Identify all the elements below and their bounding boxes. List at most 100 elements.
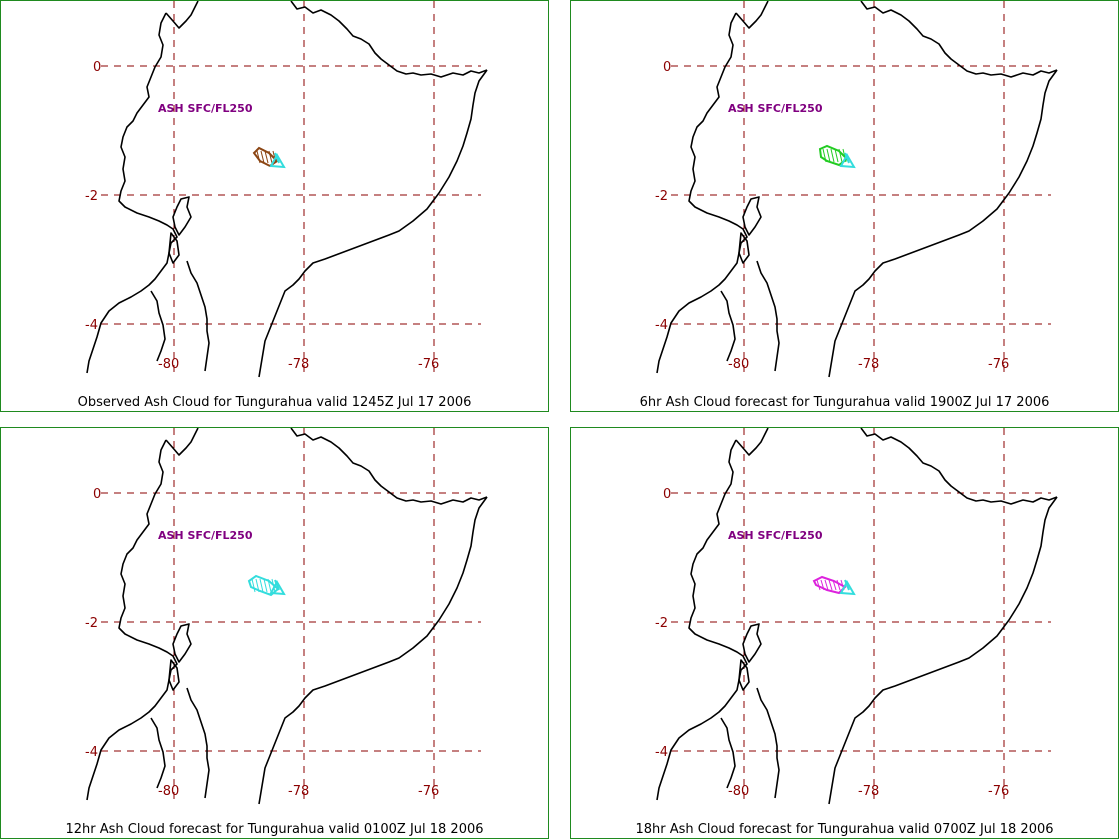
- lat-tick-label: 0: [93, 487, 101, 502]
- lon-tick-label: -78: [858, 357, 879, 372]
- map-panel-observed: 0 -2 -4 -80 -78 -76 ASH SFC/FL250 Observed As…: [0, 0, 549, 412]
- lat-tick-label: -4: [85, 318, 98, 333]
- lat-tick-label: -4: [655, 745, 668, 760]
- coastline-segment: [186, 687, 210, 799]
- coastline-segment: [165, 428, 199, 456]
- ash-cloud-hatch: [836, 579, 841, 591]
- axis-labels: 0 -2 -4 -80 -78 -76: [655, 487, 1009, 799]
- panel-caption: Observed Ash Cloud for Tungurahua valid …: [77, 395, 472, 410]
- coastline: [656, 1, 1058, 378]
- coastline-segment: [720, 290, 736, 362]
- map-canvas: 0 -2 -4 -80 -78 -76 ASH SFC/FL250: [85, 428, 488, 805]
- volcano-stem: [274, 152, 280, 164]
- lon-tick-label: -78: [288, 784, 309, 799]
- coastline-segment: [735, 1, 769, 29]
- lat-lon-grid: [671, 1, 1051, 375]
- panel-caption: 6hr Ash Cloud forecast for Tungurahua va…: [639, 395, 1050, 410]
- map-canvas: 0 -2 -4 -80 -78 -76 ASH SFC/FL250: [655, 428, 1058, 805]
- ash-cloud-hatch: [838, 148, 843, 163]
- volcano-triangle: [839, 152, 856, 169]
- coastline-segment: [86, 12, 178, 374]
- coastline-segment: [656, 439, 748, 801]
- ash-cloud-polygon: [247, 574, 280, 597]
- map-panel-18hr: 0 -2 -4 -80 -78 -76 ASH SFC/FL250 18hr Ash Cl…: [570, 427, 1119, 839]
- ash-cloud-hatch: [259, 578, 264, 593]
- ash-cloud-polygon: [812, 575, 847, 595]
- coastline-segment: [168, 232, 180, 264]
- ash-cloud-hatch: [271, 578, 276, 593]
- hazard-label: ASH SFC/FL250: [728, 102, 823, 115]
- lat-lon-grid: [101, 1, 481, 375]
- axis-labels: 0 -2 -4 -80 -78 -76: [655, 60, 1009, 372]
- ash-cloud-hatch: [820, 579, 825, 591]
- lat-tick-label: -2: [655, 616, 668, 631]
- volcano-marker: [839, 152, 856, 169]
- volcano-triangle: [269, 579, 286, 596]
- ash-cloud-hatch: [256, 150, 261, 164]
- lon-tick-label: -76: [988, 357, 1009, 372]
- lon-tick-label: -76: [418, 784, 439, 799]
- coastline-segment: [150, 290, 166, 362]
- lat-tick-label: -4: [85, 745, 98, 760]
- volcano-stem: [844, 579, 850, 591]
- ash-cloud-hatch: [822, 148, 827, 163]
- map-panel-6hr: 0 -2 -4 -80 -78 -76 ASH SFC/FL250 6hr Ash Clo…: [570, 0, 1119, 412]
- volcano-stem: [844, 152, 850, 164]
- volcano-marker: [269, 579, 286, 596]
- coastline-segment: [150, 717, 166, 789]
- ash-cloud-hatch: [267, 578, 272, 593]
- lat-tick-label: 0: [663, 487, 671, 502]
- coastline: [86, 1, 488, 378]
- lat-tick-label: -2: [85, 616, 98, 631]
- lat-tick-label: -2: [655, 189, 668, 204]
- coastline-segment: [168, 659, 180, 691]
- volcano-triangle: [269, 152, 286, 169]
- axis-labels: 0 -2 -4 -80 -78 -76: [85, 487, 439, 799]
- coastline-segment: [258, 496, 488, 805]
- ash-cloud-hatch: [828, 579, 833, 591]
- coastline-segment: [172, 196, 192, 236]
- coastline: [656, 428, 1058, 805]
- coastline-segment: [742, 196, 762, 236]
- map-panel-12hr: 0 -2 -4 -80 -78 -76 ASH SFC/FL250 12hr Ash Cl…: [0, 427, 549, 839]
- coastline-segment: [860, 1, 1058, 78]
- volcano-stem: [274, 579, 280, 591]
- panel-caption: 18hr Ash Cloud forecast for Tungurahua v…: [635, 822, 1054, 837]
- lon-tick-label: -78: [288, 357, 309, 372]
- panel-caption: 12hr Ash Cloud forecast for Tungurahua v…: [65, 822, 484, 837]
- coastline-segment: [738, 659, 750, 691]
- lon-tick-label: -76: [988, 784, 1009, 799]
- volcano-marker: [269, 152, 286, 169]
- axis-labels: 0 -2 -4 -80 -78 -76: [85, 60, 439, 372]
- lat-lon-grid: [101, 428, 481, 802]
- coastline-segment: [742, 623, 762, 663]
- ash-cloud-hatch: [830, 148, 835, 163]
- coastline-segment: [290, 1, 488, 78]
- coastline-segment: [86, 439, 178, 801]
- coastline-segment: [258, 69, 488, 378]
- coastline-segment: [828, 69, 1058, 378]
- ash-cloud-hatch: [263, 578, 268, 593]
- ash-cloud-hatch: [824, 579, 829, 591]
- coastline-segment: [720, 717, 736, 789]
- lat-tick-label: -2: [85, 189, 98, 204]
- map-canvas: 0 -2 -4 -80 -78 -76 ASH SFC/FL250: [655, 1, 1058, 378]
- ash-cloud-hatch: [834, 148, 839, 163]
- coastline-segment: [828, 496, 1058, 805]
- hazard-label: ASH SFC/FL250: [158, 102, 253, 115]
- ash-cloud-hatch: [826, 148, 831, 163]
- coastline-segment: [738, 232, 750, 264]
- ash-cloud-hatch: [264, 150, 269, 164]
- volcano-marker: [839, 579, 856, 596]
- lat-tick-label: 0: [93, 60, 101, 75]
- coastline-segment: [656, 12, 748, 374]
- ash-cloud-hatch: [832, 579, 837, 591]
- lon-tick-label: -80: [158, 784, 179, 799]
- lat-tick-label: -4: [655, 318, 668, 333]
- coastline-segment: [186, 260, 210, 372]
- coastline-segment: [756, 260, 780, 372]
- coastline-segment: [290, 428, 488, 505]
- ash-cloud-polygon: [252, 146, 279, 168]
- coastline-segment: [756, 687, 780, 799]
- ash-cloud-hatch: [251, 578, 256, 593]
